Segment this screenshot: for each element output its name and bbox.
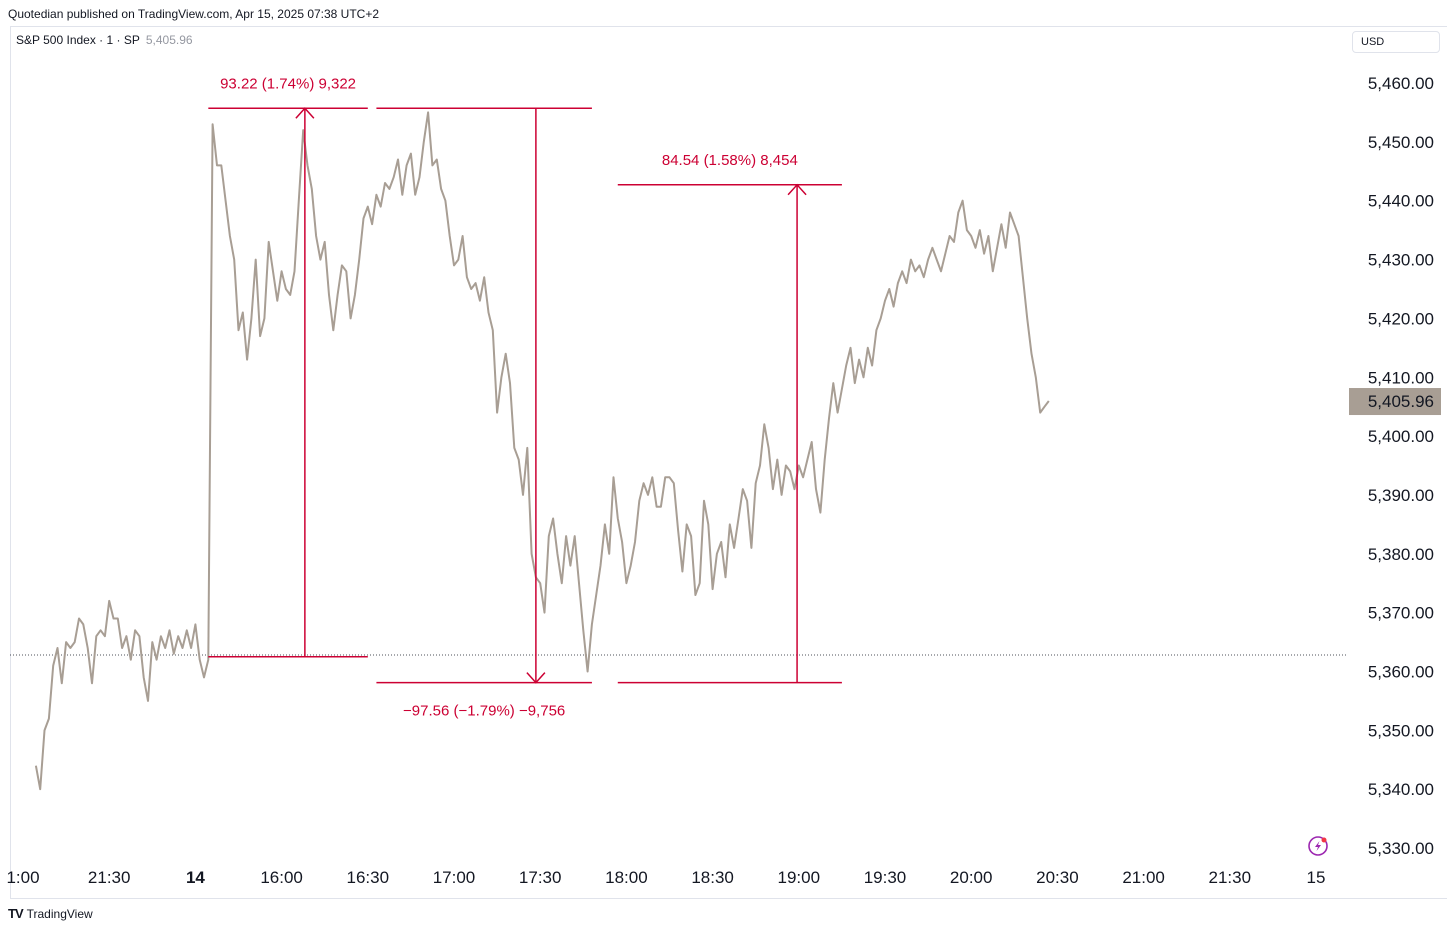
y-tick-label: 5,450.00: [1368, 133, 1434, 152]
measure-layer: 93.22 (1.74%) 9,322 −97.56 (−1.79%) −9,75…: [208, 75, 842, 720]
x-tick-label: 19:30: [864, 868, 907, 887]
series-layer: [10, 111, 1348, 791]
x-tick-label: 20:30: [1036, 868, 1079, 887]
x-tick-label: 17:00: [433, 868, 476, 887]
currency-button[interactable]: USD: [1352, 31, 1440, 53]
measure-label: −97.56 (−1.79%) −9,756: [403, 703, 565, 720]
x-tick-label: 21:00: [1122, 868, 1165, 887]
y-tick-label: 5,380.00: [1368, 545, 1434, 564]
y-tick-label: 5,430.00: [1368, 251, 1434, 270]
x-tick-label: 17:30: [519, 868, 562, 887]
symbol-title: S&P 500 Index · 1 · SP: [16, 33, 140, 47]
published-caption: Quotedian published on TradingView.com, …: [8, 7, 380, 21]
measure-tool: 84.54 (1.58%) 8,454: [617, 152, 842, 684]
y-tick-label: 5,360.00: [1368, 663, 1434, 682]
x-tick-label: 16:00: [260, 868, 303, 887]
x-tick-label: 18:00: [605, 868, 648, 887]
measure-label: 84.54 (1.58%) 8,454: [662, 152, 798, 169]
y-tick-label: 5,460.00: [1368, 74, 1434, 93]
last-value: 5,405.96: [145, 33, 193, 47]
x-tick-label: 21:30: [88, 868, 131, 887]
y-tick-label: 5,410.00: [1368, 368, 1434, 387]
y-tick-label: 5,330.00: [1368, 839, 1434, 858]
y-axis: 5,460.00 5,450.00 5,440.00 5,430.00 5,420.00…: [1349, 74, 1441, 858]
symbol-legend: S&P 500 Index · 1 · SP 5,405.96: [16, 33, 193, 47]
footer-brand: TradingView: [26, 906, 93, 921]
bolt-icon[interactable]: [1308, 836, 1328, 856]
y-tick-label: 5,370.00: [1368, 604, 1434, 623]
y-tick-label: 5,390.00: [1368, 486, 1434, 505]
y-tick-label: 5,440.00: [1368, 192, 1434, 211]
y-tick-label: 5,350.00: [1368, 721, 1434, 740]
x-tick-label: 1:00: [6, 868, 39, 887]
x-tick-label: 21:30: [1209, 868, 1252, 887]
measure-tool: 93.22 (1.74%) 9,322: [208, 75, 368, 658]
x-axis: 1:00 21:30 14 16:00 16:30 17:00 17:30 18:00 18:3…: [6, 868, 1325, 887]
x-tick-label: 16:30: [347, 868, 390, 887]
tradingview-logo-icon: TV: [8, 906, 24, 921]
last-price-label: 5,405.96: [1368, 392, 1434, 411]
measure-arrow-head: [295, 107, 315, 119]
chart-pane[interactable]: [10, 26, 1447, 899]
measure-label: 93.22 (1.74%) 9,322: [220, 75, 356, 92]
last-price-tag: [1349, 388, 1441, 416]
footer: TV TradingView: [8, 906, 93, 921]
y-tick-label: 5,340.00: [1368, 780, 1434, 799]
measure-arrow-head: [787, 183, 807, 196]
x-tick-label: 18:30: [691, 868, 734, 887]
x-tick-label: 19:00: [778, 868, 821, 887]
x-tick-label: 20:00: [950, 868, 993, 887]
x-tick-label: 14: [186, 868, 205, 887]
measure-arrow-head: [526, 672, 546, 684]
price-line: [34, 111, 1050, 791]
measure-tool: −97.56 (−1.79%) −9,756: [376, 107, 592, 720]
y-tick-label: 5,420.00: [1368, 309, 1434, 328]
y-tick-label: 5,400.00: [1368, 427, 1434, 446]
x-tick-label: 15: [1307, 868, 1326, 887]
